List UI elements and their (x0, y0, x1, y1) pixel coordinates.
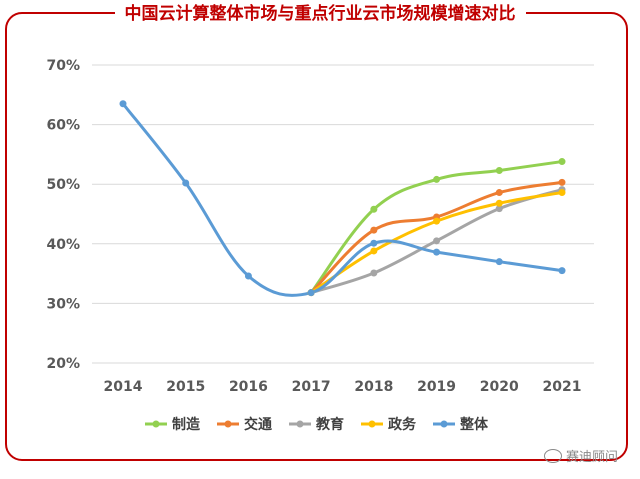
data-point (370, 226, 378, 234)
chart-title: 中国云计算整体市场与重点行业云市场规模增速对比 (0, 2, 640, 26)
y-tick-label: 30% (46, 296, 80, 312)
data-point (119, 100, 127, 108)
data-point (433, 217, 441, 225)
data-point (370, 247, 378, 255)
legend-marker (440, 420, 448, 428)
series-lines (121, 102, 564, 297)
x-tick-label: 2017 (292, 379, 331, 395)
legend: 制造 交通 教育 政务 整体 (145, 416, 489, 433)
wechat-icon (543, 449, 562, 463)
x-tick-label: 2020 (480, 379, 519, 395)
data-point (495, 258, 503, 266)
y-tick-label: 60% (46, 118, 80, 134)
x-tick-label: 2016 (229, 379, 268, 395)
x-tick-label: 2014 (104, 379, 143, 395)
data-point (558, 189, 566, 197)
data-point (433, 175, 441, 183)
data-point (495, 189, 503, 197)
x-tick-label: 2018 (354, 379, 393, 395)
legend-label: 政务 (388, 416, 417, 433)
y-tick-label: 50% (46, 177, 80, 193)
gridlines (92, 64, 594, 364)
data-point (558, 158, 566, 166)
legend-label: 整体 (459, 416, 489, 433)
data-point (182, 179, 190, 187)
data-point (370, 269, 378, 277)
data-point (370, 205, 378, 213)
data-point (370, 239, 378, 247)
legend-label: 制造 (172, 416, 200, 433)
data-point (307, 289, 315, 297)
legend-label: 交通 (244, 416, 272, 433)
y-tick-label: 40% (46, 237, 80, 253)
data-point (558, 267, 566, 275)
legend-marker (368, 420, 376, 428)
series-points (119, 100, 566, 297)
watermark: 赛迪顾问 (543, 446, 618, 465)
y-tick-label: 20% (46, 356, 80, 372)
data-point (433, 237, 441, 245)
data-point (558, 178, 566, 186)
data-point (244, 272, 252, 280)
y-axis: 20% 30% 40% 50% 60% 70% (46, 58, 80, 372)
y-tick-label: 70% (46, 58, 80, 74)
x-tick-label: 2019 (417, 379, 456, 395)
series-line (309, 160, 564, 295)
legend-marker (296, 420, 304, 428)
x-axis: 2014 2015 2016 2017 2018 2019 2020 2021 (104, 379, 582, 395)
watermark-text: 赛迪顾问 (565, 450, 618, 465)
legend-label: 教育 (316, 416, 344, 433)
data-point (495, 205, 503, 213)
x-tick-label: 2015 (166, 379, 205, 395)
data-point (495, 199, 503, 207)
chart-title-text: 中国云计算整体市场与重点行业云市场规模增速对比 (114, 4, 526, 24)
data-point (433, 248, 441, 256)
legend-marker (224, 420, 232, 428)
x-tick-label: 2021 (543, 379, 582, 395)
legend-marker (152, 420, 160, 428)
series-line (121, 102, 564, 297)
data-point (495, 166, 503, 174)
